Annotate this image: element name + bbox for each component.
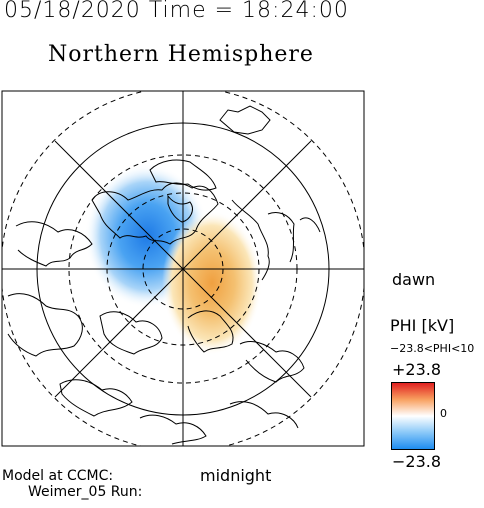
run-label: Weimer_05 Run: (28, 484, 143, 500)
dawn-label: dawn (392, 270, 436, 289)
hemisphere-title: Northern Hemisphere (48, 42, 314, 67)
map-frame-border (1, 90, 365, 447)
midnight-label: midnight (200, 466, 272, 485)
colorbar (391, 382, 435, 450)
colorbar-zero-label: 0 (440, 407, 447, 420)
coastlines (7, 105, 321, 445)
model-label: Model at CCMC: (2, 468, 114, 484)
colorbar-title: PHI [kV] (390, 316, 455, 335)
colorbar-max-label: +23.8 (392, 360, 442, 379)
meridian-line (54, 140, 312, 398)
positive-potential-cell (162, 211, 262, 355)
datetime-title: 05/18/2020 Time = 18:24:00 (4, 0, 349, 23)
colorbar-range: −23.8<PHI<10 (390, 342, 475, 355)
colorbar-min-label: −23.8 (392, 452, 442, 471)
